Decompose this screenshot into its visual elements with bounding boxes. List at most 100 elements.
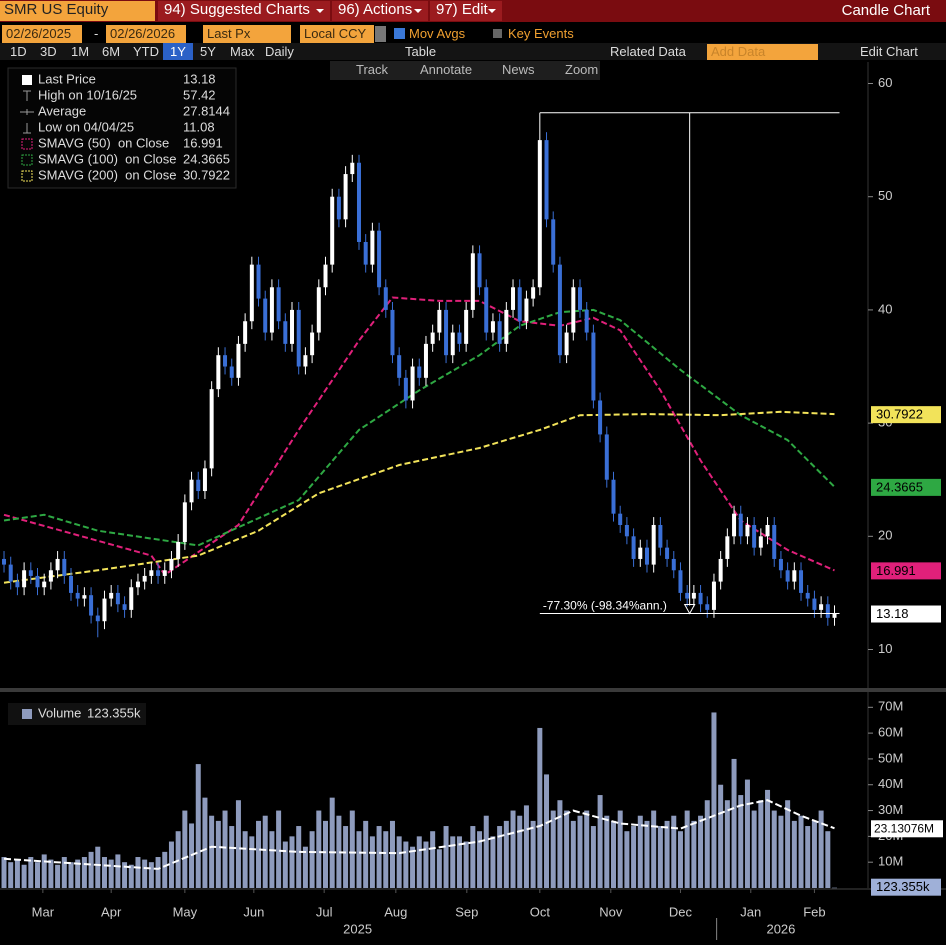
period-button[interactable]: 3D (40, 44, 57, 59)
legend-value: 16.991 (183, 135, 223, 150)
candle-body (370, 230, 375, 265)
related-data[interactable]: Related Data (610, 44, 686, 59)
volume-bar (349, 810, 355, 888)
candle-body (263, 298, 268, 333)
frequency[interactable]: Daily (265, 44, 294, 59)
field-input[interactable]: Last Px (203, 25, 291, 43)
moving-average (3, 308, 836, 547)
candle-body (156, 570, 161, 576)
volume-bar (805, 826, 811, 888)
candle-body (249, 264, 254, 322)
candle-body (752, 524, 757, 548)
volume-bar (396, 836, 402, 888)
volume-bar (61, 857, 67, 888)
y-tick-label: 70M (878, 699, 903, 714)
volume-bar (14, 859, 20, 888)
tool-button[interactable]: Annotate (420, 62, 473, 77)
volume-bar (785, 800, 791, 888)
volume-bar (677, 831, 683, 888)
candle-body (283, 321, 288, 344)
dropdown[interactable] (375, 26, 386, 42)
volume-bar (811, 820, 817, 888)
y-tick-label: 50M (878, 750, 903, 765)
candle-body (430, 332, 435, 344)
candle-body (624, 524, 629, 537)
checkbox[interactable] (493, 29, 502, 38)
period-button[interactable]: 5Y (200, 44, 216, 59)
candle-body (671, 558, 676, 571)
candle-body (162, 570, 167, 576)
legend-box (7, 67, 237, 189)
candle-body (444, 309, 449, 356)
period-button[interactable]: 1Y (163, 43, 193, 60)
value-box (871, 605, 941, 623)
candle-body (711, 581, 716, 610)
volume-bar (597, 795, 603, 888)
y-tick-label: 10M (878, 854, 903, 869)
candle-body (470, 253, 475, 310)
menu[interactable]: 97) Edit (430, 1, 502, 21)
candle-body (725, 536, 730, 559)
checkbox[interactable] (394, 28, 405, 39)
volume-bar (108, 859, 114, 888)
candle-body (484, 287, 489, 333)
candle-body (403, 377, 408, 401)
add-data[interactable]: Add Data (707, 44, 818, 60)
candle-body (269, 287, 274, 333)
legend-label: SMAVG (200) on Close (38, 167, 176, 182)
mov-avgs[interactable]: Mov Avgs (409, 26, 466, 41)
legend-value: 11.08 (183, 119, 215, 134)
tool-button[interactable]: Track (356, 62, 389, 77)
volume-bar (336, 815, 342, 888)
volume-bar (718, 784, 724, 888)
volume-bar (296, 826, 302, 888)
candle-body (35, 575, 40, 588)
candle-body (665, 547, 670, 559)
volume-bar (731, 758, 737, 888)
legend-label: Average (38, 103, 86, 118)
period-button[interactable]: YTD (133, 44, 159, 59)
start-date[interactable]: 02/26/2025 (2, 25, 82, 43)
candle-body (377, 230, 382, 288)
value-box (871, 562, 941, 580)
key-events[interactable]: Key Events (508, 26, 574, 41)
currency-input[interactable]: Local CCY (300, 25, 374, 43)
candle-body (511, 287, 516, 310)
menu[interactable]: 94) Suggested Charts (158, 1, 330, 21)
legend-label: SMAVG (100) on Close (38, 151, 176, 166)
candle-body (350, 162, 355, 175)
period-button[interactable]: 6M (102, 44, 121, 59)
candle-body (805, 592, 810, 599)
volume-bar (309, 831, 315, 888)
security-input[interactable]: SMR US Equity (0, 1, 155, 21)
annotation-text: -77.30% (-98.34%ann.) (543, 599, 667, 613)
period-button[interactable]: 1D (10, 44, 27, 59)
candle-body (778, 558, 783, 571)
table-button[interactable]: Table (405, 44, 437, 59)
y-tick-label: 20 (878, 528, 892, 543)
tool-button[interactable]: Zoom (565, 62, 599, 77)
candle-body (223, 355, 228, 367)
volume-bar (544, 774, 550, 888)
tool-button[interactable]: News (502, 62, 535, 77)
end-date[interactable]: 02/26/2026 (106, 25, 186, 43)
period-button[interactable]: Max (230, 44, 255, 59)
volume-bar (249, 836, 255, 888)
edit-chart[interactable]: Edit Chart (860, 44, 918, 59)
volume-bar (235, 800, 241, 888)
volume-bar (289, 836, 295, 888)
volume-bar (691, 820, 697, 888)
legend-label: SMAVG (50) on Close (38, 135, 169, 150)
value-box-label: 30.7922 (876, 407, 923, 422)
menu[interactable]: 96) Actions (332, 1, 428, 21)
candle-body (22, 570, 27, 588)
volume-bar (798, 815, 804, 888)
candle-body (644, 547, 649, 565)
volume-bar (664, 820, 670, 888)
volume-bar (557, 800, 563, 888)
period-button[interactable]: 1M (71, 44, 90, 59)
x-tick-label: May (173, 904, 198, 919)
candle-body (15, 581, 20, 588)
candle-body (129, 587, 134, 610)
